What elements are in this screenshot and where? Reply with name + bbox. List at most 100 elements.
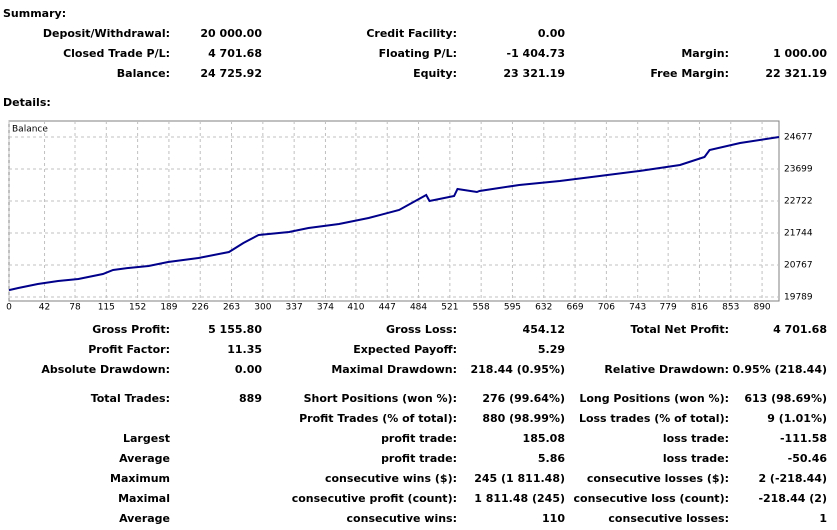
value: 276 (99.64%) <box>482 392 565 405</box>
label: Margin: <box>681 47 729 60</box>
value: -218.44 (2) <box>758 492 827 505</box>
value: 454.12 <box>523 323 565 336</box>
label: Deposit/Withdrawal: <box>43 27 170 40</box>
x-tick-label: 669 <box>566 303 583 313</box>
x-tick-label: 152 <box>129 303 146 313</box>
label: consecutive loss (count): <box>574 492 729 505</box>
label: Absolute Drawdown: <box>41 363 170 376</box>
label: Average <box>119 452 170 465</box>
label: Free Margin: <box>650 67 729 80</box>
label: consecutive losses ($): <box>587 472 729 485</box>
x-tick-label: 189 <box>160 303 177 313</box>
value: -50.46 <box>788 452 828 465</box>
y-tick-label: 23699 <box>784 165 813 175</box>
value: 5.86 <box>538 452 565 465</box>
label: consecutive wins ($): <box>325 472 457 485</box>
value: 0.95% (218.44) <box>733 363 828 376</box>
label: Equity: <box>413 67 457 80</box>
balance-line <box>8 136 780 292</box>
label: Closed Trade P/L: <box>63 47 170 60</box>
label: Gross Profit: <box>92 323 170 336</box>
value: 1 811.48 (245) <box>474 492 565 505</box>
label: Total Net Profit: <box>631 323 730 336</box>
label: loss trade: <box>663 452 729 465</box>
x-tick-label: 447 <box>379 303 396 313</box>
x-tick-label: 0 <box>6 303 12 313</box>
label: Maximal <box>118 492 170 505</box>
label: consecutive profit (count): <box>292 492 457 505</box>
label: Loss trades (% of total): <box>579 412 729 425</box>
value: 218.44 (0.95%) <box>471 363 566 376</box>
legend: Balance <box>12 125 48 135</box>
value: 245 (1 811.48) <box>474 472 565 485</box>
x-tick-label: 890 <box>753 303 770 313</box>
section-title: Details: <box>3 96 51 109</box>
x-tick-label: 78 <box>69 303 81 313</box>
x-tick-label: 300 <box>254 303 271 313</box>
x-tick-label: 42 <box>39 303 50 313</box>
value: 2 (-218.44) <box>758 472 827 485</box>
x-tick-label: 521 <box>441 303 458 313</box>
label: loss trade: <box>663 432 729 445</box>
x-tick-label: 337 <box>286 303 303 313</box>
x-tick-label: 743 <box>629 303 646 313</box>
label: Profit Factor: <box>88 343 170 356</box>
x-tick-label: 558 <box>473 303 490 313</box>
label: profit trade: <box>381 432 457 445</box>
label: Relative Drawdown: <box>604 363 729 376</box>
value: 9 (1.01%) <box>767 412 827 425</box>
x-tick-label: 263 <box>223 303 240 313</box>
value: 1 <box>819 512 827 525</box>
value: 880 (98.99%) <box>482 412 565 425</box>
value: 11.35 <box>227 343 262 356</box>
value: 185.08 <box>523 432 565 445</box>
label: Profit Trades (% of total): <box>299 412 457 425</box>
label: Largest <box>123 432 170 445</box>
section-title: Summary: <box>3 7 66 20</box>
label: Maximum <box>110 472 170 485</box>
value: 20 000.00 <box>200 27 262 40</box>
label: Gross Loss: <box>386 323 457 336</box>
label: Total Trades: <box>91 392 170 405</box>
value: 613 (98.69%) <box>744 392 827 405</box>
value: 0.00 <box>235 363 262 376</box>
value: -1 404.73 <box>507 47 566 60</box>
label: consecutive losses: <box>608 512 729 525</box>
label: Expected Payoff: <box>353 343 457 356</box>
label: Credit Facility: <box>366 27 457 40</box>
x-tick-label: 115 <box>98 303 115 313</box>
y-tick-label: 20767 <box>784 260 813 270</box>
label: Short Positions (won %): <box>304 392 457 405</box>
x-tick-label: 779 <box>660 303 677 313</box>
value: 4 701.68 <box>773 323 827 336</box>
label: consecutive wins: <box>347 512 457 525</box>
value: 889 <box>239 392 262 405</box>
y-tick-label: 21744 <box>784 229 813 239</box>
label: Floating P/L: <box>379 47 457 60</box>
x-tick-label: 632 <box>535 303 552 313</box>
value: 5 155.80 <box>208 323 262 336</box>
x-tick-label: 226 <box>192 303 209 313</box>
y-tick-label: 22722 <box>784 197 813 207</box>
y-tick-label: 19789 <box>784 293 813 303</box>
label: profit trade: <box>381 452 457 465</box>
x-tick-label: 816 <box>691 303 708 313</box>
y-tick-label: 24677 <box>784 133 813 143</box>
value: 23 321.19 <box>503 67 565 80</box>
label: Balance: <box>117 67 170 80</box>
value: 5.29 <box>538 343 565 356</box>
label: Maximal Drawdown: <box>331 363 457 376</box>
value: 110 <box>542 512 565 525</box>
value: 4 701.68 <box>208 47 262 60</box>
x-tick-label: 374 <box>317 303 334 313</box>
x-tick-label: 595 <box>504 303 521 313</box>
label: Long Positions (won %): <box>579 392 729 405</box>
x-tick-label: 410 <box>347 303 364 313</box>
x-tick-label: 484 <box>410 303 427 313</box>
value: 0.00 <box>538 27 565 40</box>
x-tick-label: 706 <box>598 303 615 313</box>
value: -111.58 <box>780 432 827 445</box>
label: Average <box>119 512 170 525</box>
x-tick-label: 853 <box>722 303 739 313</box>
value: 22 321.19 <box>765 67 827 80</box>
